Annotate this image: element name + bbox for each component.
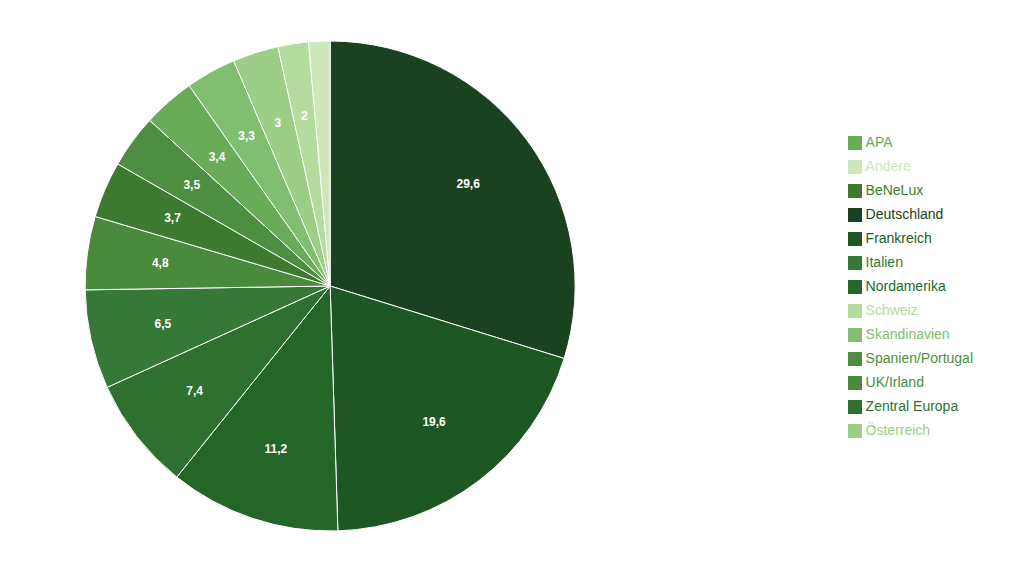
html-text:Nordamerika: Nordamerika — [865, 278, 946, 294]
svg-text:19,6: 19,6 — [422, 415, 446, 429]
html-text:Andere: Andere — [865, 158, 911, 174]
svg-text:7,4: 7,4 — [186, 384, 203, 398]
svg-text:3,3: 3,3 — [238, 129, 255, 143]
svg-text:4,8: 4,8 — [152, 256, 169, 270]
html-text:Deutschland: Deutschland — [865, 206, 944, 222]
html-text:UK/Irland: UK/Irland — [865, 374, 924, 390]
html-text:Österreich: Österreich — [865, 422, 931, 438]
svg-text:3: 3 — [275, 116, 282, 130]
html-text:Skandinavien: Skandinavien — [865, 326, 950, 342]
svg-text:2: 2 — [301, 109, 308, 123]
html-text:BeNeLux: BeNeLux — [865, 182, 924, 198]
html-text:Spanien/Portugal: Spanien/Portugal — [865, 350, 973, 366]
svg-text:3,4: 3,4 — [209, 150, 226, 164]
html-text:Zentral Europa: Zentral Europa — [865, 398, 959, 414]
svg-text:11,2: 11,2 — [264, 442, 287, 456]
svg-text:6,5: 6,5 — [154, 317, 171, 331]
html-text:Italien: Italien — [865, 254, 903, 270]
html-text:Frankreich: Frankreich — [865, 230, 932, 246]
svg-text:3,5: 3,5 — [183, 178, 200, 192]
html-text:Schweiz: Schweiz — [865, 302, 918, 318]
html-text:APA: APA — [865, 134, 893, 150]
svg-text:29,6: 29,6 — [457, 177, 481, 191]
svg-text:3,7: 3,7 — [164, 211, 181, 225]
